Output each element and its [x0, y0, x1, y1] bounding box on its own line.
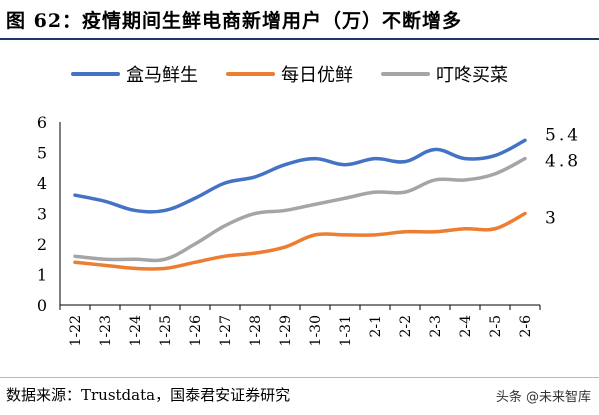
x-tick-label: 1-26: [188, 315, 204, 347]
y-tick-label: 6: [37, 113, 47, 132]
data-label: 5.4: [545, 125, 581, 145]
y-tick-label: 3: [37, 205, 47, 224]
x-tick-label: 1-27: [218, 315, 234, 346]
data-label: 4.8: [545, 152, 581, 172]
y-tick-label: 0: [37, 296, 47, 315]
legend-label: 每日优鲜: [281, 65, 353, 86]
series-line: [73, 138, 527, 214]
x-tick-label: 1-30: [308, 315, 324, 346]
chart-end-labels: 5.4 3 4.8: [545, 125, 581, 229]
series-line: [73, 211, 527, 271]
legend-label: 叮咚买菜: [436, 65, 508, 86]
title-bar: 图 62：疫情期间生鲜电商新增用户（万）不断增多: [0, 0, 599, 38]
x-tick-label: 1-28: [248, 315, 264, 346]
source-note: 数据来源：Trustdata，国泰君安证券研究: [6, 386, 291, 404]
line-chart: 盒马鲜生 每日优鲜 叮咚买菜 0 1 2 3 4 5 6 1-22 1-23 1-24 1-25 1-26…: [37, 65, 581, 347]
chart-axes: 0 1 2 3 4 5 6 1-22 1-23 1-24 1-25 1-26 1-27 1-28 1-29 1…: [37, 113, 541, 347]
series-line: [73, 156, 527, 263]
x-tick-label: 1-31: [338, 315, 354, 346]
watermark: 头条 @未来智库: [495, 390, 591, 405]
title-divider: [0, 38, 599, 40]
x-tick-label: 1-23: [98, 315, 114, 346]
footer-divider: [0, 377, 599, 378]
data-label: 3: [545, 209, 559, 229]
y-tick-label: 2: [37, 235, 47, 254]
y-tick-label: 1: [37, 266, 47, 285]
x-tick-label: 1-22: [68, 315, 84, 346]
x-tick-label: 2-4: [458, 315, 474, 338]
x-tick-label: 2-6: [518, 315, 534, 338]
legend-label: 盒马鲜生: [126, 65, 198, 86]
x-tick-label: 1-25: [158, 315, 174, 346]
x-tick-label: 2-5: [488, 315, 504, 338]
x-tick-label: 1-24: [128, 315, 144, 347]
chart-series: [73, 138, 527, 271]
y-tick-label: 5: [37, 144, 47, 163]
x-tick-label: 2-3: [428, 315, 444, 338]
page-title: 图 62：疫情期间生鲜电商新增用户（万）不断增多: [6, 10, 463, 32]
chart-legend: 盒马鲜生 每日优鲜 叮咚买菜: [71, 65, 508, 86]
x-tick-label: 1-29: [278, 315, 294, 346]
y-tick-label: 4: [37, 174, 47, 193]
x-tick-label: 2-1: [368, 315, 384, 338]
x-tick-label: 2-2: [398, 315, 414, 338]
